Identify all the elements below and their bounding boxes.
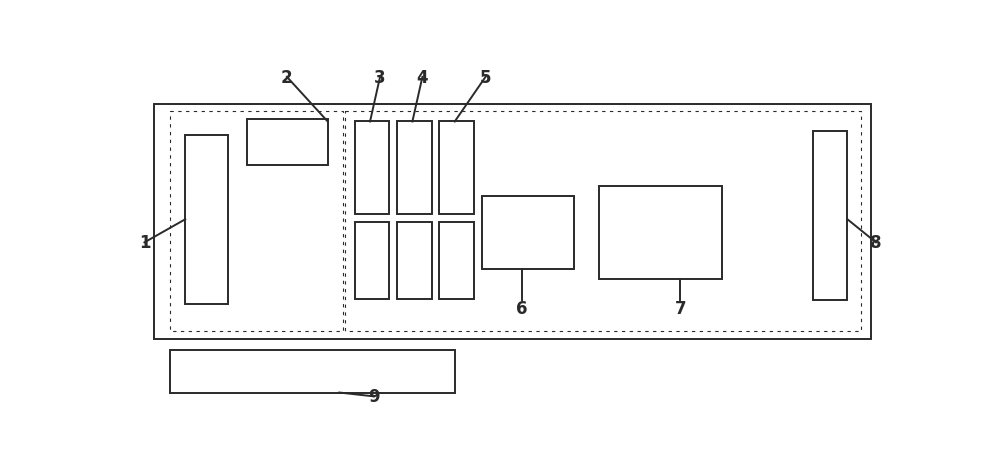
Text: 2: 2 — [281, 69, 293, 86]
Bar — [170, 350, 455, 393]
Text: 1: 1 — [139, 234, 150, 252]
Text: 5: 5 — [480, 69, 491, 86]
Bar — [154, 105, 871, 339]
Bar — [345, 112, 861, 331]
Bar — [355, 122, 389, 214]
Text: 3: 3 — [374, 69, 386, 86]
Bar — [397, 222, 432, 299]
Bar — [439, 122, 474, 214]
Bar — [599, 187, 722, 279]
Bar — [439, 222, 474, 299]
Bar — [482, 197, 574, 270]
Text: 8: 8 — [870, 234, 882, 252]
Bar — [185, 135, 228, 304]
Text: 9: 9 — [368, 388, 380, 405]
Bar — [355, 222, 389, 299]
Bar — [813, 131, 847, 300]
Bar — [247, 120, 328, 166]
Bar — [397, 122, 432, 214]
Text: 4: 4 — [417, 69, 428, 86]
Text: 7: 7 — [675, 299, 686, 317]
Bar — [170, 112, 343, 331]
Text: 6: 6 — [516, 299, 527, 317]
